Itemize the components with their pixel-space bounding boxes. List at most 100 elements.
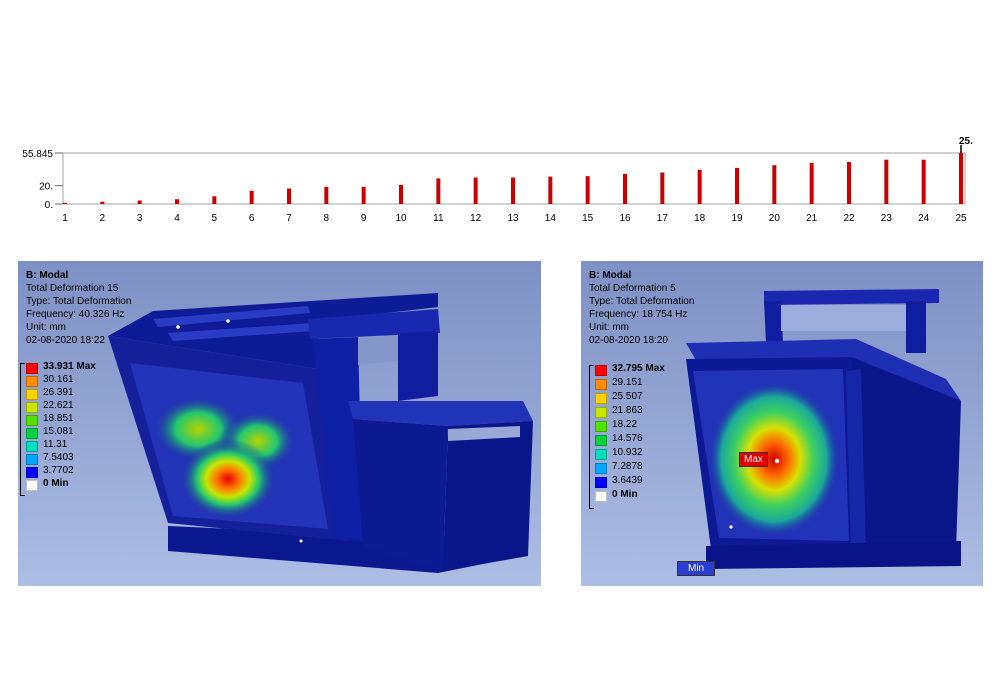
x-tick-label: 17 <box>657 213 669 224</box>
legend-level: 10.932 <box>612 447 643 458</box>
legend-level: 29.151 <box>612 377 643 388</box>
bar-mode-23[interactable] <box>884 159 889 204</box>
contour-legend-right[interactable]: 32.795 Max 29.151 25.507 21.863 18.22 14… <box>589 363 699 509</box>
x-tick-label: 25 <box>955 213 967 224</box>
x-tick-label: 20 <box>769 213 781 224</box>
modal-result-viewport-left[interactable]: B: Modal Total Deformation 15 Type: Tota… <box>18 261 541 586</box>
legend-swatch <box>26 480 38 491</box>
x-tick-label: 12 <box>470 213 482 224</box>
x-tick-label: 19 <box>731 213 743 224</box>
analysis-title: B: Modal <box>589 270 632 281</box>
result-unit: Unit: mm <box>589 321 629 333</box>
top-marker: 25. <box>959 136 973 153</box>
x-tick-label: 21 <box>806 213 818 224</box>
x-tick-label: 24 <box>918 213 930 224</box>
x-tick-label: 15 <box>582 213 594 224</box>
bar-mode-15[interactable] <box>585 176 590 204</box>
x-tick-label: 8 <box>324 213 330 224</box>
legend-swatch <box>595 393 607 404</box>
legend-level: 3.7702 <box>43 465 74 476</box>
legend-swatch <box>26 467 38 478</box>
x-tick-label: 2 <box>100 213 106 224</box>
bar-mode-7[interactable] <box>287 188 291 204</box>
x-tick-label: 14 <box>545 213 557 224</box>
frequency-bar-chart: 0.20.55.845 1 2 3 4 5 6 7 8 9 10 11 12 13 14 15 16 17 18 1… <box>22 136 973 224</box>
result-frequency: Frequency: 40.326 Hz <box>26 308 125 320</box>
min-probe-tag[interactable]: Min <box>677 561 716 576</box>
legend-swatch <box>595 407 607 418</box>
bar-mode-8[interactable] <box>324 186 329 204</box>
bar-mode-12[interactable] <box>473 177 478 204</box>
x-tick-label: 11 <box>433 213 444 224</box>
result-type: Type: Total Deformation <box>26 295 132 307</box>
legend-level: 21.863 <box>612 405 643 416</box>
legend-swatch <box>26 441 38 452</box>
x-tick-label: 22 <box>843 213 855 224</box>
bar-mode-3[interactable] <box>137 200 142 204</box>
x-tick-label: 4 <box>174 213 180 224</box>
bar-mode-10[interactable] <box>399 184 403 204</box>
bar-mode-16[interactable] <box>623 173 627 204</box>
bar-series <box>63 153 963 204</box>
legend-level: 3.6439 <box>612 475 643 486</box>
legend-swatch <box>595 421 607 432</box>
legend-swatch <box>26 376 38 387</box>
legend-level: 7.5403 <box>43 452 74 463</box>
legend-bracket <box>589 365 594 509</box>
legend-swatch <box>595 365 607 376</box>
modal-result-viewport-right[interactable]: B: Modal Total Deformation 5 Type: Total… <box>581 261 983 586</box>
result-type: Type: Total Deformation <box>589 295 695 307</box>
result-name: Total Deformation 15 <box>26 282 119 294</box>
legend-level: 22.621 <box>43 400 74 411</box>
result-info-left: B: Modal Total Deformation 15 Type: Tota… <box>26 270 131 347</box>
legend-level: 14.576 <box>612 433 643 444</box>
bar-mode-2[interactable] <box>100 201 105 204</box>
legend-min-label: 0 Min <box>43 478 69 489</box>
model-render-left <box>108 293 533 573</box>
x-axis-ticks: 1 2 3 4 5 6 7 8 9 10 11 12 13 14 15 16 17 18 19 20 21 22 23 24 2… <box>62 213 967 224</box>
bar-mode-19[interactable] <box>735 167 739 204</box>
bar-mode-13[interactable] <box>511 177 515 204</box>
legend-swatch <box>26 402 38 413</box>
analysis-title: B: Modal <box>26 270 69 281</box>
legend-swatch <box>595 449 607 460</box>
y-tick-label: 55.845 <box>22 149 53 160</box>
legend-swatch <box>595 435 607 446</box>
x-tick-label: 7 <box>286 213 292 224</box>
legend-level: 7.2878 <box>612 461 643 472</box>
legend-level: 11.31 <box>43 439 68 450</box>
bar-mode-21[interactable] <box>809 162 814 204</box>
bar-mode-9[interactable] <box>361 186 366 204</box>
x-tick-label: 18 <box>694 213 706 224</box>
model-render-right <box>686 289 961 569</box>
contour-legend-left[interactable]: 33.931 Max 30.161 26.391 22.621 18.851 1… <box>20 361 130 503</box>
bar-mode-18[interactable] <box>697 169 702 204</box>
max-probe-tag[interactable]: Max <box>739 452 768 467</box>
bar-mode-14[interactable] <box>548 176 553 204</box>
x-tick-label: 1 <box>62 213 68 224</box>
legend-swatch <box>26 389 38 400</box>
bar-mode-5[interactable] <box>212 196 217 204</box>
bar-mode-24[interactable] <box>921 159 926 204</box>
legend-swatch <box>595 379 607 390</box>
legend-min-label: 0 Min <box>612 489 638 500</box>
legend-level: 25.507 <box>612 391 643 402</box>
result-frequency: Frequency: 18.754 Hz <box>589 308 688 320</box>
y-axis-ticks: 0. 20. 55.845 <box>22 149 63 211</box>
top-marker-label: 25. <box>959 136 973 147</box>
bar-mode-25[interactable] <box>959 153 963 204</box>
x-tick-label: 5 <box>212 213 218 224</box>
legend-swatch <box>26 415 38 426</box>
y-tick-label: 0. <box>45 200 53 211</box>
bar-mode-6[interactable] <box>249 190 254 204</box>
bar-mode-11[interactable] <box>436 178 441 204</box>
bar-mode-1[interactable] <box>63 202 67 204</box>
bar-mode-4[interactable] <box>175 199 179 204</box>
bar-mode-20[interactable] <box>772 165 777 204</box>
bar-mode-22[interactable] <box>847 161 851 204</box>
legend-max-label: 32.795 Max <box>612 363 665 374</box>
legend-swatch <box>595 463 607 474</box>
bar-mode-17[interactable] <box>660 172 665 204</box>
x-tick-label: 10 <box>395 213 407 224</box>
legend-level: 15.081 <box>43 426 74 437</box>
